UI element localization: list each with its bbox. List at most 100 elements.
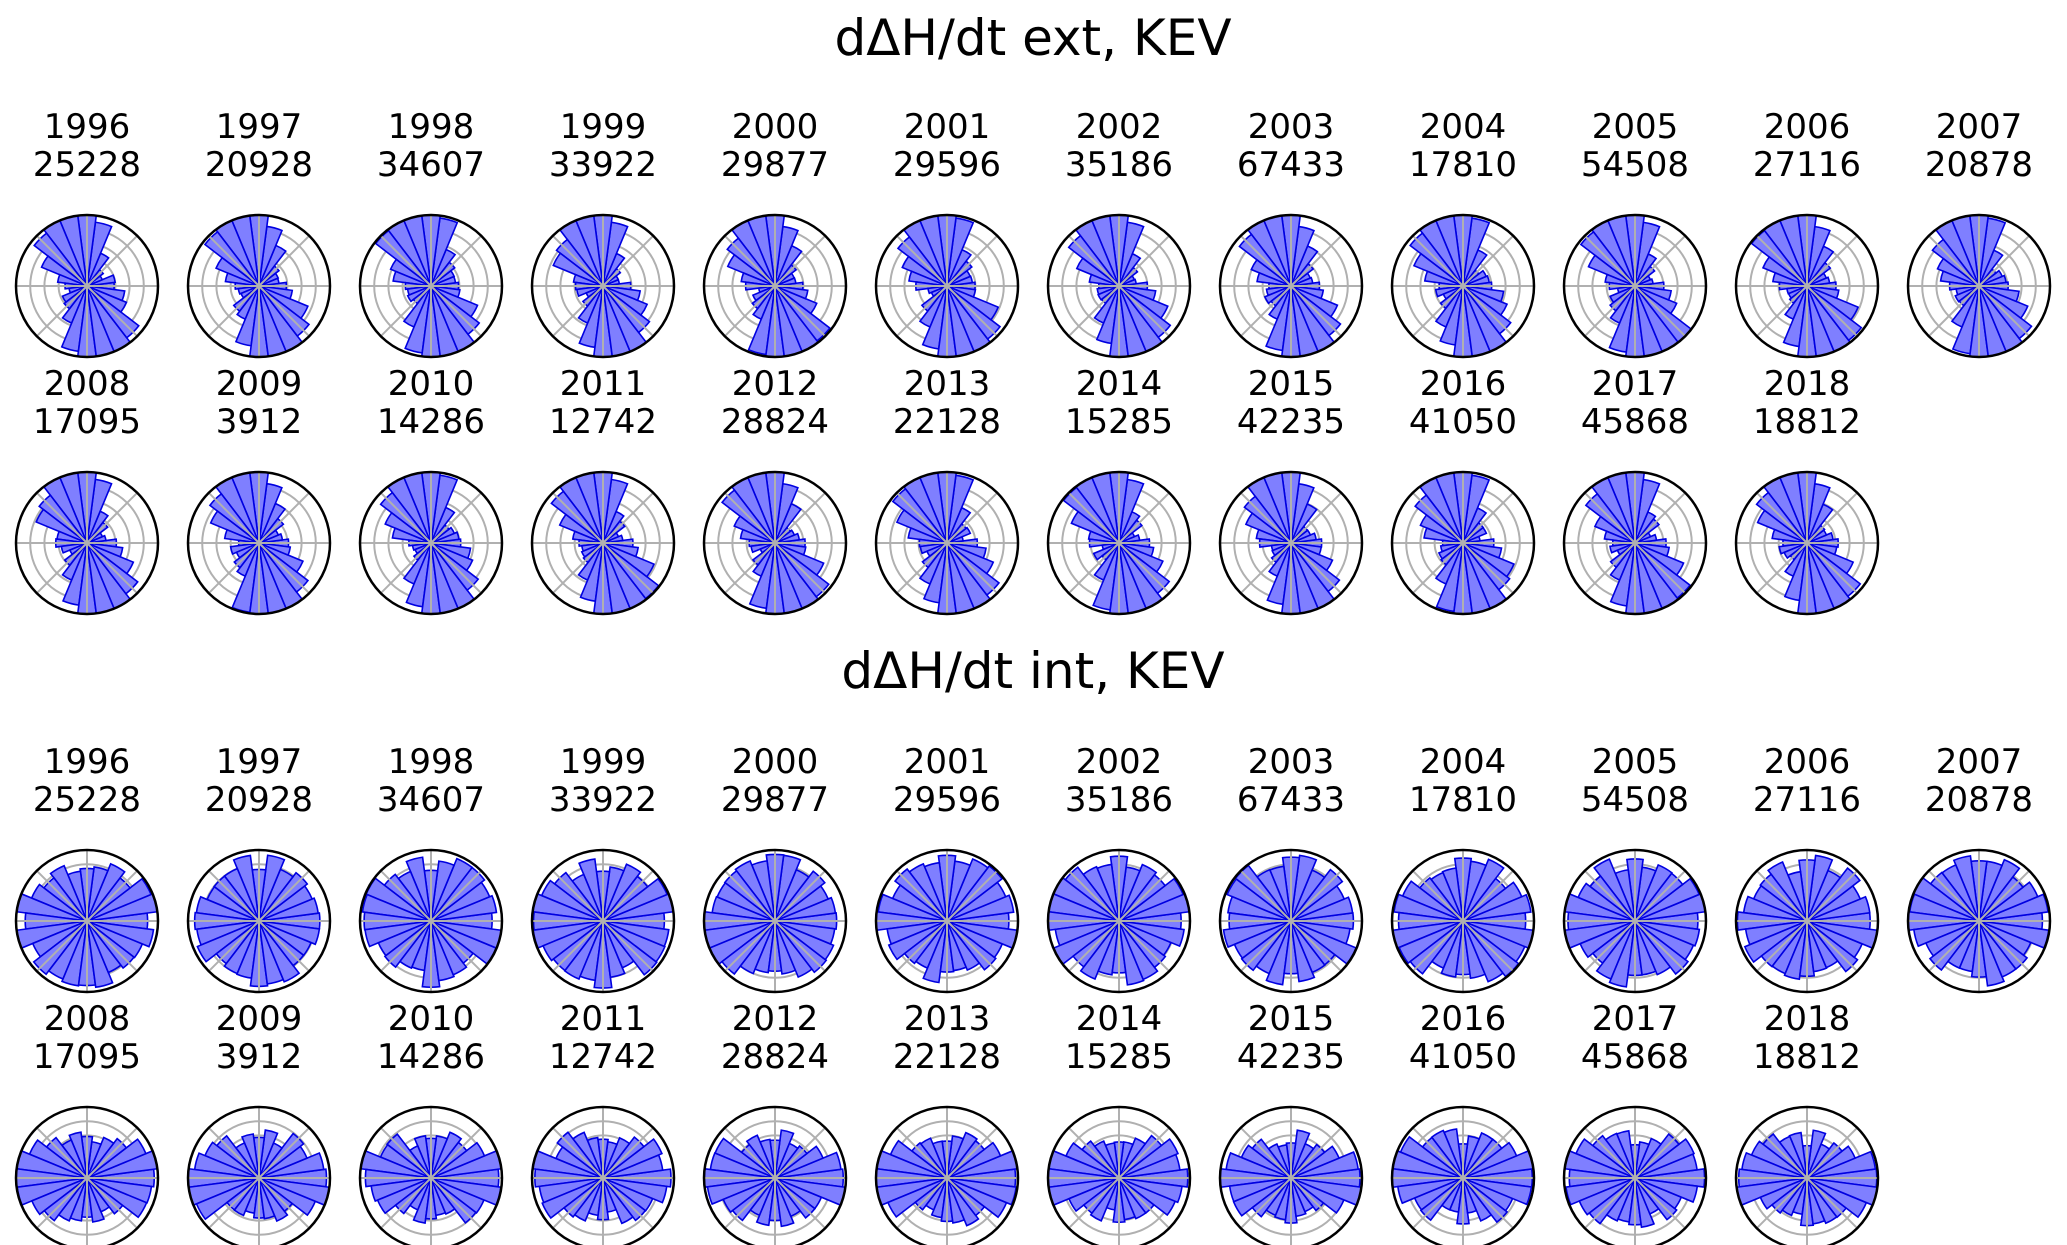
grid-spoke — [1756, 542, 1808, 594]
grid-spoke — [1290, 285, 1342, 337]
grid-spoke — [1412, 870, 1464, 922]
grid-spoke — [208, 492, 260, 544]
grid-spoke — [946, 492, 998, 544]
subplot-count-label: 27116 — [1753, 780, 1861, 820]
rose-bar — [1806, 854, 1834, 922]
rose-bar — [1232, 1177, 1292, 1217]
grid-spoke — [1462, 1127, 1514, 1179]
rose-bar — [946, 285, 1000, 321]
subplot-count-label: 14286 — [377, 402, 485, 442]
grid-spoke — [1584, 285, 1636, 337]
subplot-year-label: 2016 — [1420, 364, 1507, 404]
grid-spoke — [1634, 542, 1686, 594]
grid-spoke — [1240, 1177, 1292, 1229]
rose-bar — [430, 1131, 463, 1179]
polar-frame — [14, 470, 160, 616]
rose-bar — [908, 270, 948, 287]
rose-bar — [86, 1138, 147, 1179]
subplot-year-label: 2014 — [1076, 999, 1163, 1039]
rose-bar — [1634, 542, 1685, 577]
rose-subplot-2012 — [702, 470, 848, 616]
grid-spoke — [430, 542, 482, 594]
rose-bar — [398, 920, 432, 970]
grid-spoke — [602, 1127, 654, 1179]
rose-bar — [1593, 515, 1636, 544]
grid-spoke — [1806, 870, 1858, 922]
grid-spoke — [1756, 870, 1808, 922]
subplot-count-label: 25228 — [33, 145, 141, 185]
rose-bar — [384, 511, 432, 544]
rose-bar — [1393, 893, 1464, 922]
rose-bar — [946, 1177, 980, 1227]
grid-spoke — [1584, 235, 1636, 287]
rose-bar — [1603, 530, 1636, 544]
rose-bar — [1118, 863, 1158, 922]
grid-spoke — [1462, 920, 1514, 972]
subplot-count-label: 33922 — [549, 780, 657, 820]
polar-frame — [1906, 848, 2052, 994]
rose-bar — [602, 285, 642, 302]
polar-frame — [14, 1105, 160, 1245]
rose-subplot-2018 — [1734, 1105, 1880, 1245]
rose-subplot-2005 — [1562, 848, 1708, 994]
subplot-year-label: 1997 — [216, 107, 303, 147]
polar-frame — [358, 848, 504, 994]
polar-frame — [1046, 213, 1192, 359]
polar-frame — [702, 848, 848, 994]
grid-spoke — [1068, 1177, 1120, 1229]
grid-spoke — [86, 235, 138, 287]
rose-bar — [1806, 542, 1855, 575]
grid-spoke — [774, 920, 826, 972]
polar-frame — [1906, 213, 2052, 359]
grid-spoke — [724, 235, 776, 287]
rose-bar — [49, 864, 88, 922]
grid-spoke — [1584, 1177, 1636, 1229]
rose-bar — [895, 508, 948, 544]
grid-spoke — [1068, 285, 1120, 337]
grid-spoke — [1068, 920, 1120, 972]
rose-bar — [258, 1129, 279, 1179]
rose-subplot-2002 — [1046, 213, 1192, 359]
polar-frame — [1562, 1105, 1708, 1245]
grid-spoke — [552, 542, 604, 594]
grid-spoke — [1756, 235, 1808, 287]
subplot-year-label: 2016 — [1420, 999, 1507, 1039]
grid-spoke — [208, 542, 260, 594]
grid-spoke — [602, 492, 654, 544]
rose-bar — [1290, 1129, 1311, 1179]
grid-spoke — [208, 235, 260, 287]
rose-bar — [1605, 1177, 1636, 1222]
grid-spoke — [602, 285, 654, 337]
grid-spoke — [1462, 1177, 1514, 1229]
grid-spoke — [1412, 492, 1464, 544]
subplot-count-label: 15285 — [1065, 402, 1173, 442]
grid-spoke — [430, 235, 482, 287]
rose-bar — [258, 1177, 289, 1223]
grid-spoke — [1756, 492, 1808, 544]
grid-spoke — [1118, 1177, 1170, 1229]
rose-bar — [774, 285, 818, 315]
ext-panel-title: dΔH/dt ext, KEV — [834, 9, 1231, 67]
rose-bar — [430, 860, 456, 922]
polar-frame — [1046, 470, 1192, 616]
rose-subplot-1996 — [14, 213, 160, 359]
rose-bar — [739, 920, 776, 975]
subplot-year-label: 1997 — [216, 742, 303, 782]
rose-bar — [1118, 285, 1157, 302]
rose-subplot-2018 — [1734, 470, 1880, 616]
rose-bar — [1256, 271, 1292, 287]
rose-subplot-2013 — [874, 1105, 1020, 1245]
rose-bar — [1806, 542, 1838, 556]
grid-spoke — [430, 870, 482, 922]
grid-spoke — [1584, 920, 1636, 972]
grid-spoke — [36, 492, 88, 544]
subplot-count-label: 17810 — [1409, 145, 1517, 185]
subplot-count-label: 67433 — [1237, 145, 1345, 185]
rose-bar — [774, 542, 825, 577]
rose-bar — [1634, 1137, 1663, 1179]
rose-subplot-2007 — [1906, 848, 2052, 994]
grid-spoke — [86, 492, 138, 544]
polar-frame — [358, 470, 504, 616]
grid-spoke — [1584, 870, 1636, 922]
rose-bar — [1075, 257, 1120, 287]
